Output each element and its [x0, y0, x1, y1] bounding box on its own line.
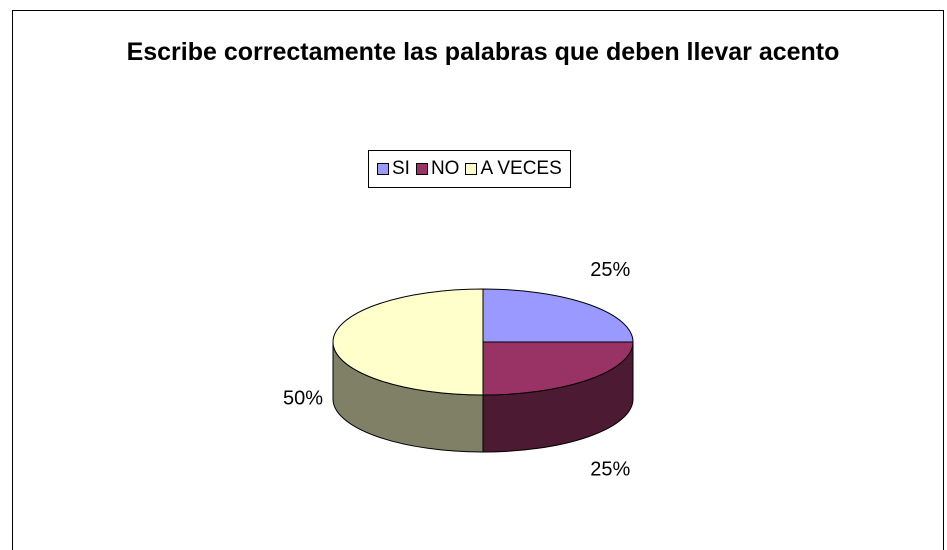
- legend-label: NO: [430, 158, 460, 179]
- chart-title: Escribe correctamente las palabras que d…: [126, 38, 840, 66]
- legend-label: A VECES: [480, 158, 562, 179]
- pie-slice: [332, 288, 484, 396]
- data-label: 25%: [590, 259, 630, 281]
- chart-frame: [12, 10, 944, 550]
- legend-label: SI: [392, 158, 410, 179]
- legend-swatch: [415, 163, 428, 175]
- data-label: 25%: [590, 458, 630, 480]
- legend-swatch: [465, 163, 478, 175]
- pie-slice: [482, 341, 634, 396]
- pie-slice: [482, 288, 634, 343]
- legend-swatch: [377, 163, 389, 175]
- legend: SI NO A VECES: [368, 150, 571, 188]
- legend-entry: NO: [415, 158, 460, 180]
- legend-entry: A VECES: [465, 158, 562, 180]
- data-label: 50%: [283, 387, 323, 409]
- legend-entry: SI: [377, 158, 410, 180]
